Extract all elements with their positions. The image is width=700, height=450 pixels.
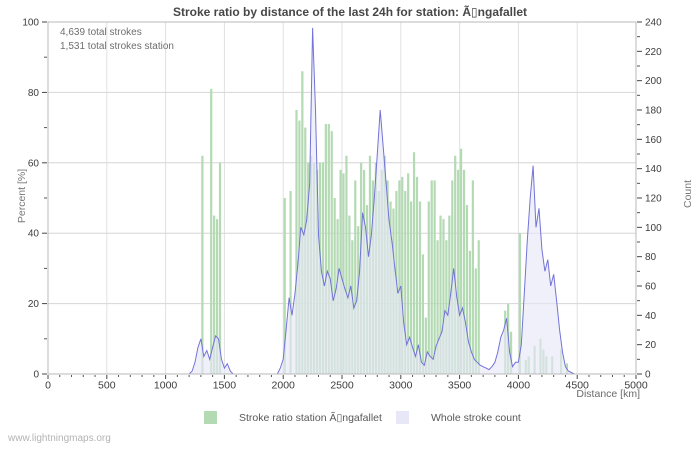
ratio-bar: [424, 317, 427, 374]
x-tick-label: 4500: [566, 380, 590, 392]
y-left-tick-label: 80: [28, 88, 40, 99]
y-right-tick-label: 220: [645, 47, 662, 58]
y-right-tick-label: 240: [645, 18, 662, 29]
ratio-bar: [210, 88, 213, 374]
ratio-bar: [215, 219, 219, 374]
ratio-bar: [324, 124, 327, 374]
legend-item-whole-stroke-count: Whole stroke count: [395, 411, 521, 424]
y-axis-title-percent: Percent [%]: [16, 168, 28, 224]
whole-stroke-count-swatch-icon: [395, 411, 409, 424]
ratio-bar: [460, 148, 463, 374]
count-line: [48, 27, 636, 375]
chart-title: Stroke ratio by distance of the last 24h…: [173, 5, 527, 19]
y-right-tick-label: 100: [645, 223, 662, 234]
y-left-tick-label: 40: [28, 229, 40, 240]
ratio-bar: [457, 169, 460, 374]
count-area: [48, 27, 636, 375]
ratio-bar: [333, 198, 336, 374]
x-tick-label: 3500: [448, 380, 472, 392]
ratio-bar: [439, 215, 442, 374]
x-tick-label: 2500: [330, 380, 354, 392]
x-tick-label: 500: [98, 380, 116, 392]
ratio-bar: [410, 201, 413, 374]
x-tick-label: 5000: [624, 380, 648, 392]
plot-border: [47, 21, 637, 375]
x-tick-label: 1500: [213, 380, 237, 392]
y-right-tick-label: 180: [645, 106, 662, 117]
ratio-bar: [401, 176, 404, 374]
total-strokes-annotation: 4,639 total strokes: [60, 27, 142, 38]
y-left-tick-label: 60: [28, 158, 40, 169]
y-right-tick-label: 200: [645, 76, 662, 87]
ratio-bar: [518, 233, 521, 374]
ratio-bar: [213, 215, 216, 374]
ratio-bar: [415, 176, 419, 374]
ratio-bar: [301, 71, 304, 374]
watermark-link[interactable]: www.lightningmaps.org: [8, 433, 111, 444]
y-right-tick-label: 20: [645, 340, 657, 351]
y-left-tick-label: 20: [28, 299, 40, 310]
legend: Stroke ratio station Ã▯ngafallet Whole s…: [204, 411, 535, 424]
legend-item-stroke-ratio: Stroke ratio station Ã▯ngafallet: [204, 411, 382, 424]
ratio-bar: [462, 169, 466, 374]
ratio-bar: [454, 155, 457, 374]
x-tick-label: 2000: [272, 380, 296, 392]
ratio-bar: [468, 250, 472, 374]
ratio-bar: [407, 173, 410, 374]
ratio-bar: [218, 162, 222, 374]
y-right-tick-label: 40: [645, 311, 657, 322]
total-strokes-station-annotation: 1,531 total strokes station: [60, 41, 174, 52]
ratio-bar: [448, 215, 451, 374]
ratio-bar: [321, 162, 325, 374]
x-tick-label: 4000: [507, 380, 531, 392]
x-tick-label: 0: [45, 380, 51, 392]
ratio-bar: [289, 190, 292, 374]
ratio-bar: [398, 180, 401, 374]
y-right-tick-label: 140: [645, 164, 662, 175]
ratio-bar: [345, 155, 348, 374]
x-axis-title-distance: Distance [km]: [576, 388, 640, 400]
y-left-tick-label: 100: [22, 18, 39, 29]
ratio-bar: [436, 240, 439, 374]
ratio-bar: [330, 131, 333, 374]
stroke-ratio-swatch-icon: [204, 411, 217, 424]
ratio-bar: [201, 155, 204, 374]
y-left-tick-label: 0: [33, 370, 39, 381]
ratio-bar: [327, 124, 330, 374]
ratio-bar: [430, 180, 433, 374]
legend-label-stroke-ratio: Stroke ratio station Ã▯ngafallet: [239, 411, 382, 424]
y-right-tick-label: 80: [645, 252, 657, 263]
ratio-bar: [445, 240, 448, 374]
legend-label-whole-stroke-count: Whole stroke count: [430, 411, 521, 424]
ratio-bar: [342, 173, 345, 374]
x-tick-label: 3000: [389, 380, 413, 392]
y-right-tick-label: 160: [645, 135, 662, 146]
ratio-bar: [418, 201, 422, 374]
x-tick-label: 1000: [154, 380, 178, 392]
y-right-tick-label: 0: [645, 370, 651, 381]
y-axis-title-count: Count: [682, 179, 694, 209]
ratio-bar: [421, 254, 424, 374]
ratio-bar: [471, 180, 474, 374]
y-right-tick-label: 120: [645, 194, 662, 205]
ratio-bar: [477, 240, 480, 374]
y-right-tick-label: 60: [645, 282, 657, 293]
ratio-bar: [295, 110, 298, 374]
ratio-bar: [354, 180, 357, 374]
ratio-bar: [474, 268, 477, 374]
ratio-bar: [433, 180, 436, 374]
ratio-bar: [283, 198, 286, 374]
ratio-bar: [442, 219, 445, 374]
ratio-bar: [427, 201, 430, 374]
ratio-bar: [465, 205, 469, 374]
ratio-bar: [509, 331, 513, 374]
ratio-bar: [412, 152, 416, 374]
ratio-bar: [404, 190, 407, 374]
